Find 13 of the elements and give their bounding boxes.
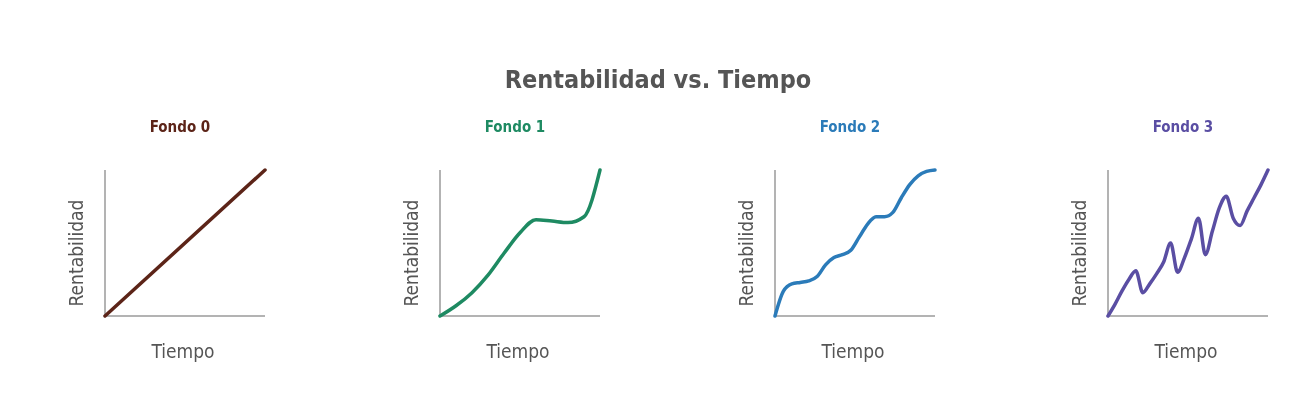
x-axis-title: Tiempo	[820, 340, 885, 362]
y-axis-title: Rentabilidad	[400, 199, 422, 307]
x-axis-title: Tiempo	[485, 340, 550, 362]
chart-title: Fondo 1	[484, 118, 546, 136]
text: Rentabilidad vs. Tiempo	[504, 65, 812, 94]
y-axis-title: Rentabilidad	[1068, 199, 1090, 307]
y-axis-title: Rentabilidad	[735, 199, 757, 307]
y-axis-title: Rentabilidad	[65, 199, 87, 307]
chart-title: Fondo 2	[819, 118, 881, 136]
x-axis-title: Tiempo	[1153, 340, 1218, 362]
x-axis-title: Tiempo	[150, 340, 215, 362]
chart-title: Fondo 3	[1152, 118, 1214, 136]
chart-title: Fondo 0	[149, 118, 211, 136]
